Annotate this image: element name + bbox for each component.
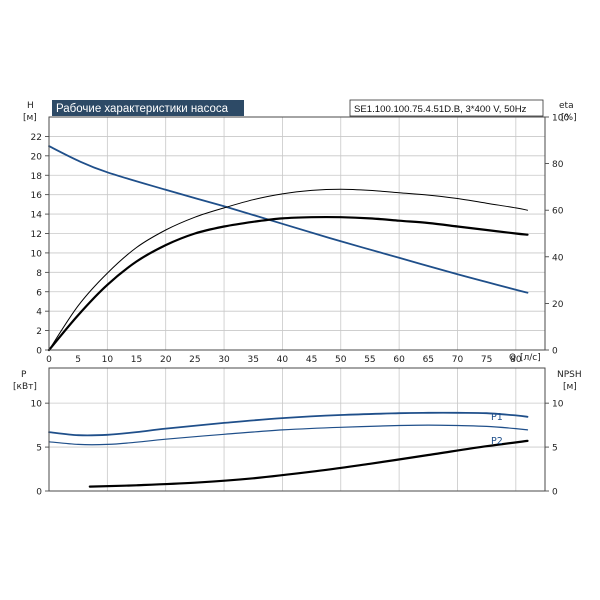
- title-bar: [52, 100, 244, 116]
- y-left-tick-label: 4: [36, 308, 42, 318]
- upper-chart-grid: 0 2 4 6 8 10 12 14 16 18 20 22 0 20 40 60 80 100 0 5 10 15 20 2…: [31, 114, 570, 366]
- model-label: SE1.100.100.75.4.51D.B, 3*400 V, 50Hz: [354, 104, 527, 115]
- y-left-tick-label: 0: [36, 347, 42, 357]
- y-left-tick-label: 5: [36, 444, 42, 454]
- npsh-axis-label: NPSH: [557, 370, 582, 380]
- y-left-tick-label: 20: [31, 152, 43, 162]
- npsh-axis-unit: [м]: [563, 382, 577, 392]
- y-left-tick-label: 10: [31, 400, 43, 410]
- x-tick-label: 75: [481, 355, 492, 365]
- series-p1-line: [48, 411, 529, 437]
- y-left-tick-label: 10: [31, 249, 43, 259]
- x-tick-label: 5: [75, 355, 81, 365]
- x-tick-label: 80: [510, 355, 522, 365]
- series-npsh-line: [88, 439, 529, 488]
- y-left-tick-label: 0: [36, 488, 42, 498]
- x-tick-label: 55: [364, 355, 375, 365]
- x-tick-label: 10: [102, 355, 114, 365]
- y-left-tick-label: 8: [36, 269, 42, 279]
- x-tick-label: 65: [423, 355, 434, 365]
- y-right-tick-label: 5: [552, 444, 558, 454]
- y-right-tick-label: 0: [552, 488, 558, 498]
- series-h-line: [48, 145, 529, 294]
- lower-chart-grid: 0 5 10 0 5 10: [31, 368, 564, 498]
- y-left-tick-label: 2: [36, 327, 42, 337]
- x-tick-label: 0: [46, 355, 52, 365]
- y-right-tick-label: 100: [552, 114, 569, 124]
- x-tick-label: 25: [189, 355, 200, 365]
- series-eta-thin-line: [48, 188, 528, 351]
- model-box: [349, 99, 544, 117]
- y-left-tick-label: 18: [31, 172, 43, 182]
- lower-chart-frame: [48, 367, 546, 492]
- p1-series-label: P1: [491, 412, 503, 423]
- y-right-tick-label: 40: [552, 253, 564, 263]
- x-tick-label: 70: [452, 355, 464, 365]
- p-axis-unit: [кВт]: [13, 382, 37, 392]
- chart-title: Рабочие характеристики насоса: [56, 103, 229, 115]
- y-left-tick-label: 6: [36, 288, 42, 298]
- y-right-tick-label: 20: [552, 300, 564, 310]
- y-left-tick-label: 16: [31, 191, 43, 201]
- p2-series-label: P2: [491, 436, 503, 447]
- q-axis-unit: [л/с]: [520, 353, 541, 363]
- y-left-tick-label: 12: [31, 230, 42, 240]
- series-eta-thick-line: [47, 215, 529, 352]
- eta-axis-label: eta: [559, 101, 574, 111]
- eta-axis-unit: [%]: [561, 113, 577, 123]
- h-axis-label: H: [27, 101, 34, 111]
- y-right-tick-label: 10: [552, 400, 564, 410]
- x-tick-label: 60: [393, 355, 405, 365]
- y-right-tick-label: 80: [552, 160, 564, 170]
- y-left-tick-label: 22: [31, 133, 42, 143]
- y-right-tick-label: 60: [552, 207, 564, 217]
- y-left-tick-label: 14: [31, 211, 43, 221]
- x-tick-label: 15: [131, 355, 142, 365]
- x-tick-label: 40: [277, 355, 289, 365]
- series-layer: [47, 145, 529, 488]
- x-tick-label: 20: [160, 355, 172, 365]
- h-axis-unit: [м]: [23, 113, 37, 123]
- upper-chart-frame: [48, 116, 546, 351]
- x-tick-label: 45: [306, 355, 317, 365]
- p-axis-label: P: [21, 370, 27, 380]
- series-p2-line: [48, 424, 529, 446]
- x-tick-label: 30: [218, 355, 230, 365]
- x-tick-label: 35: [248, 355, 259, 365]
- y-right-tick-label: 0: [552, 347, 558, 357]
- x-tick-label: 50: [335, 355, 347, 365]
- q-axis-label: Q: [509, 353, 516, 363]
